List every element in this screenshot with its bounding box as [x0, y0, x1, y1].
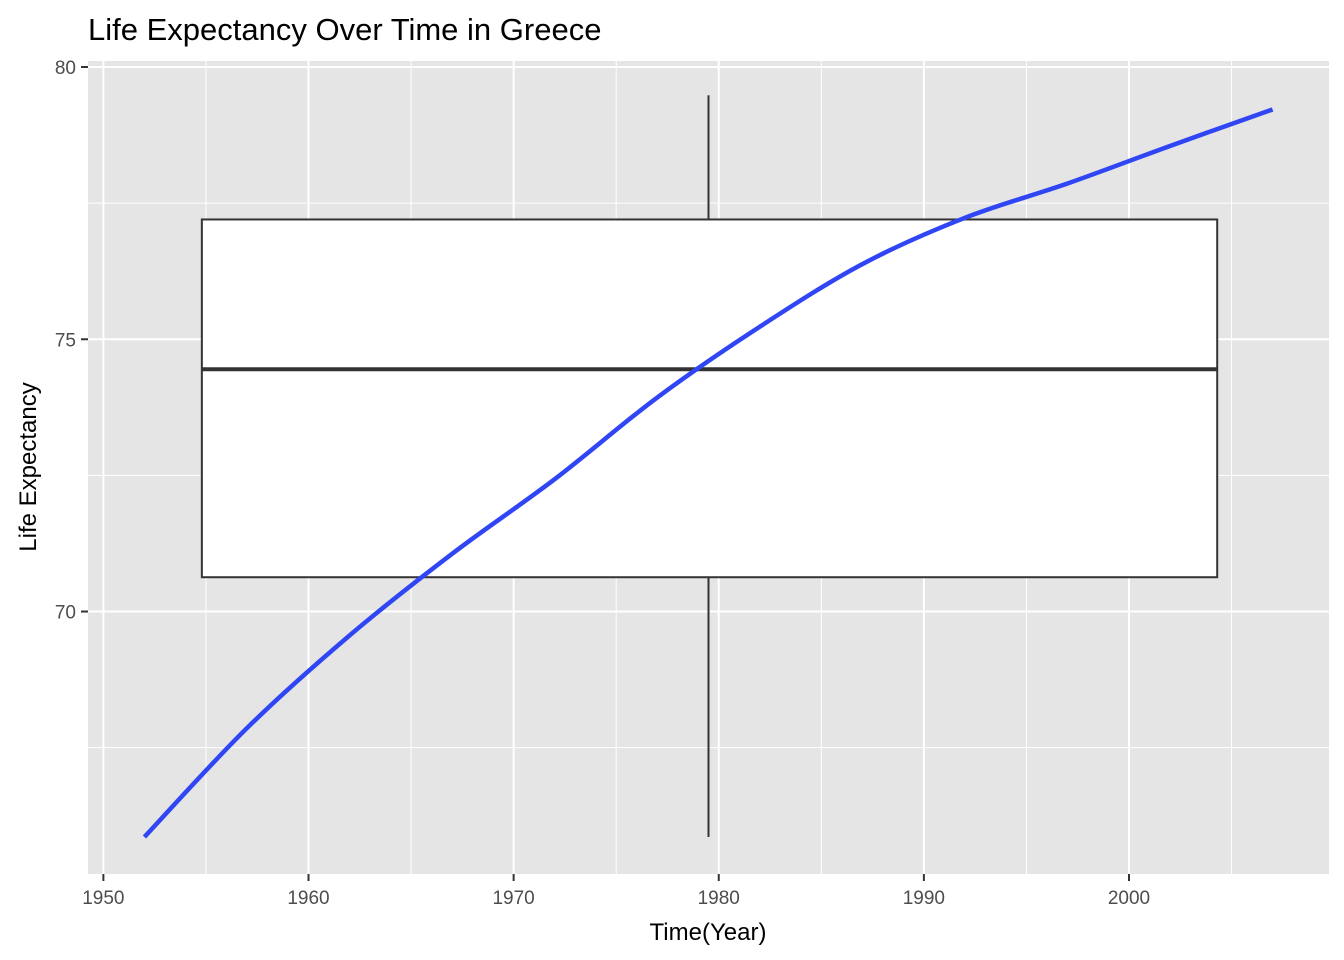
x-axis: 1950 1960 1970 1980 1990 2000 [82, 874, 1150, 909]
x-tick-label: 1990 [903, 888, 945, 909]
series-layer [142, 107, 1274, 839]
y-tick-label: 75 [55, 330, 76, 351]
x-tick-label: 1970 [492, 888, 534, 909]
x-axis-title: Time(Year) [650, 919, 767, 946]
chart-title: Life Expectancy Over Time in Greece [88, 12, 601, 47]
box [200, 218, 1219, 579]
x-tick-label: 2000 [1108, 888, 1150, 909]
y-axis-title: Life Expectancy [15, 382, 42, 551]
x-tick-label: 1960 [287, 888, 329, 909]
trend-line [142, 107, 1274, 839]
x-tick-label: 1950 [82, 888, 124, 909]
x-tick-label: 1980 [698, 888, 740, 909]
boxplot [200, 95, 1219, 837]
y-tick-label: 80 [55, 58, 76, 79]
y-tick-label: 70 [55, 603, 76, 624]
y-axis: 70 75 80 [55, 58, 88, 624]
